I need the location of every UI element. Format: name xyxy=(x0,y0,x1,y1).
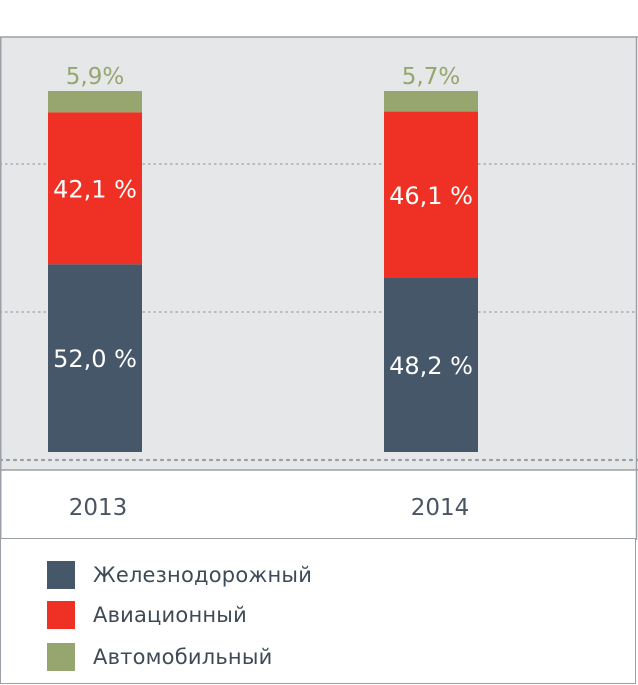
data-label-2014-1: 46,1 % xyxy=(389,182,473,210)
bar-segment-2013-2 xyxy=(48,91,142,113)
legend-item-automobile: Автомобильный xyxy=(47,643,272,671)
bar-segment-2014-2 xyxy=(384,91,478,112)
bar-segment-2014-0 xyxy=(384,277,478,452)
data-label-2013-0: 52,0 % xyxy=(53,345,137,373)
category-label-2013: 2013 xyxy=(69,495,128,521)
data-label-2013-2: 5,9% xyxy=(66,64,124,90)
data-label-2014-2: 5,7% xyxy=(402,64,460,90)
legend-swatch-automobile xyxy=(47,643,75,671)
legend: Железнодорожный Авиационный Автомобильны… xyxy=(0,538,636,684)
legend-label-automobile: Автомобильный xyxy=(93,645,273,669)
data-label-2014-0: 48,2 % xyxy=(389,352,473,380)
legend-item-railway: Железнодорожный xyxy=(47,561,312,589)
legend-label-aviation: Авиационный xyxy=(93,603,247,627)
bar-segment-2014-1 xyxy=(384,111,478,278)
data-label-2013-1: 42,1 % xyxy=(53,175,137,203)
legend-item-aviation: Авиационный xyxy=(47,601,247,629)
legend-swatch-aviation xyxy=(47,601,75,629)
legend-label-railway: Железнодорожный xyxy=(93,563,313,587)
bar-segment-2013-1 xyxy=(48,112,142,265)
category-label-2014: 2014 xyxy=(411,495,470,521)
stacked-bar-chart: 52,0 % 42,1 % 5,9% 2013 48,2 % 46,1 % 5,7% 2014 xyxy=(0,36,638,540)
labels-layer: 52,0 % 42,1 % 5,9% 2013 48,2 % 46,1 % 5,7% 2014 xyxy=(53,64,473,521)
axis-label-band xyxy=(0,470,637,538)
legend-swatch-railway xyxy=(47,561,75,589)
bar-segment-2013-0 xyxy=(48,264,142,452)
bars-layer xyxy=(48,91,478,452)
